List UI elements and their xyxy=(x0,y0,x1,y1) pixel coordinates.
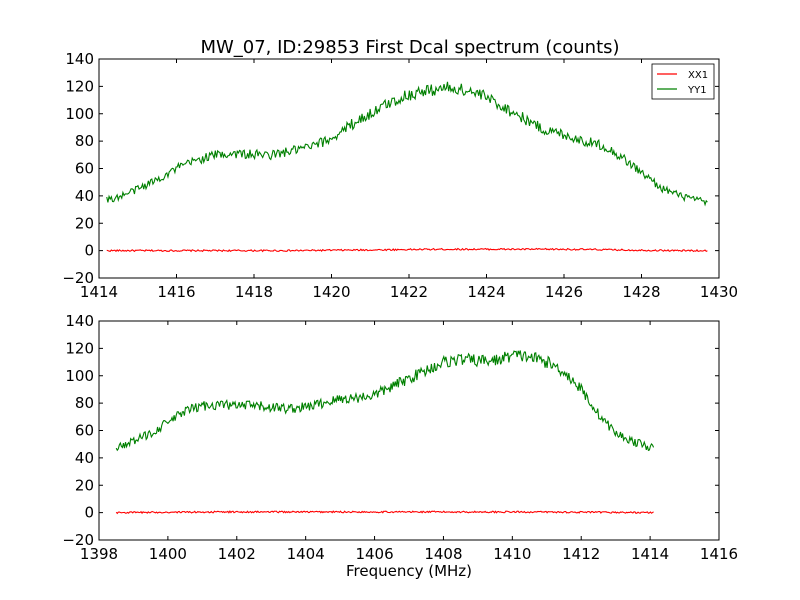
top-x-tick-label: 1426 xyxy=(545,283,583,301)
top-x-tick-label: 1424 xyxy=(467,283,505,301)
top-panel: 1414 1416 1418 1420 1422 1424 1426 1428 1430 −20 0… xyxy=(62,50,738,301)
bottom-y-tick-label: 120 xyxy=(65,339,94,357)
bottom-x-tick-label: 1406 xyxy=(355,545,393,563)
top-x-tick-label: 1414 xyxy=(80,283,118,301)
bottom-x-tick-label: 1400 xyxy=(149,545,187,563)
legend: XX1 YY1 xyxy=(651,63,715,100)
bottom-series-yy1 xyxy=(115,350,655,452)
top-y-tick-label: 20 xyxy=(75,214,94,232)
bottom-series-xx1 xyxy=(115,510,654,515)
bottom-axis-ticks: 1398 1400 1402 1404 1406 1408 1410 1412 1414 1416… xyxy=(62,312,738,563)
bottom-x-tick-label: 1404 xyxy=(287,545,325,563)
bottom-x-tick-label: 1412 xyxy=(562,545,600,563)
bottom-x-tick-label: 1408 xyxy=(424,545,462,563)
top-y-tick-label: 60 xyxy=(75,160,94,178)
legend-label-xx1: XX1 xyxy=(688,70,708,81)
bottom-x-tick-label: 1402 xyxy=(218,545,256,563)
bottom-plot-area xyxy=(115,350,655,515)
bottom-y-tick-label: −20 xyxy=(62,531,94,549)
legend-label-yy1: YY1 xyxy=(687,85,707,96)
top-x-tick-label: 1428 xyxy=(622,283,660,301)
x-axis-label: Frequency (MHz) xyxy=(346,562,472,580)
bottom-y-tick-label: 80 xyxy=(75,394,94,412)
top-y-tick-label: 100 xyxy=(65,105,94,123)
top-y-tick-label: 80 xyxy=(75,132,94,150)
bottom-x-tick-label: 1410 xyxy=(493,545,531,563)
top-y-tick-label: 40 xyxy=(75,187,94,205)
bottom-y-tick-label: 140 xyxy=(65,312,94,330)
top-series-yy1 xyxy=(106,81,708,207)
chart-title: MW_07, ID:29853 First Dcal spectrum (cou… xyxy=(200,37,619,58)
bottom-y-tick-label: 100 xyxy=(65,367,94,385)
bottom-y-tick-label: 20 xyxy=(75,476,94,494)
top-x-tick-label: 1416 xyxy=(157,283,195,301)
top-series-xx1 xyxy=(106,247,708,253)
top-y-tick-label: 140 xyxy=(65,50,94,68)
top-axis-ticks: 1414 1416 1418 1420 1422 1424 1426 1428 1430 −20 0… xyxy=(62,50,738,301)
top-plot-area xyxy=(106,81,708,253)
bottom-x-tick-label: 1398 xyxy=(80,545,118,563)
bottom-panel: 1398 1400 1402 1404 1406 1408 1410 1412 1414 1416… xyxy=(62,312,738,563)
top-x-tick-label: 1418 xyxy=(235,283,273,301)
bottom-x-tick-label: 1414 xyxy=(631,545,669,563)
bottom-y-tick-label: 40 xyxy=(75,449,94,467)
top-x-tick-label: 1422 xyxy=(390,283,428,301)
bottom-y-tick-label: 0 xyxy=(84,504,94,522)
legend-box xyxy=(651,63,715,100)
top-y-tick-label: −20 xyxy=(62,269,94,287)
top-x-tick-label: 1420 xyxy=(312,283,350,301)
top-y-tick-label: 120 xyxy=(65,77,94,95)
top-x-tick-label: 1430 xyxy=(700,283,738,301)
top-y-tick-label: 0 xyxy=(84,242,94,260)
bottom-y-tick-label: 60 xyxy=(75,422,94,440)
bottom-x-tick-label: 1416 xyxy=(700,545,738,563)
